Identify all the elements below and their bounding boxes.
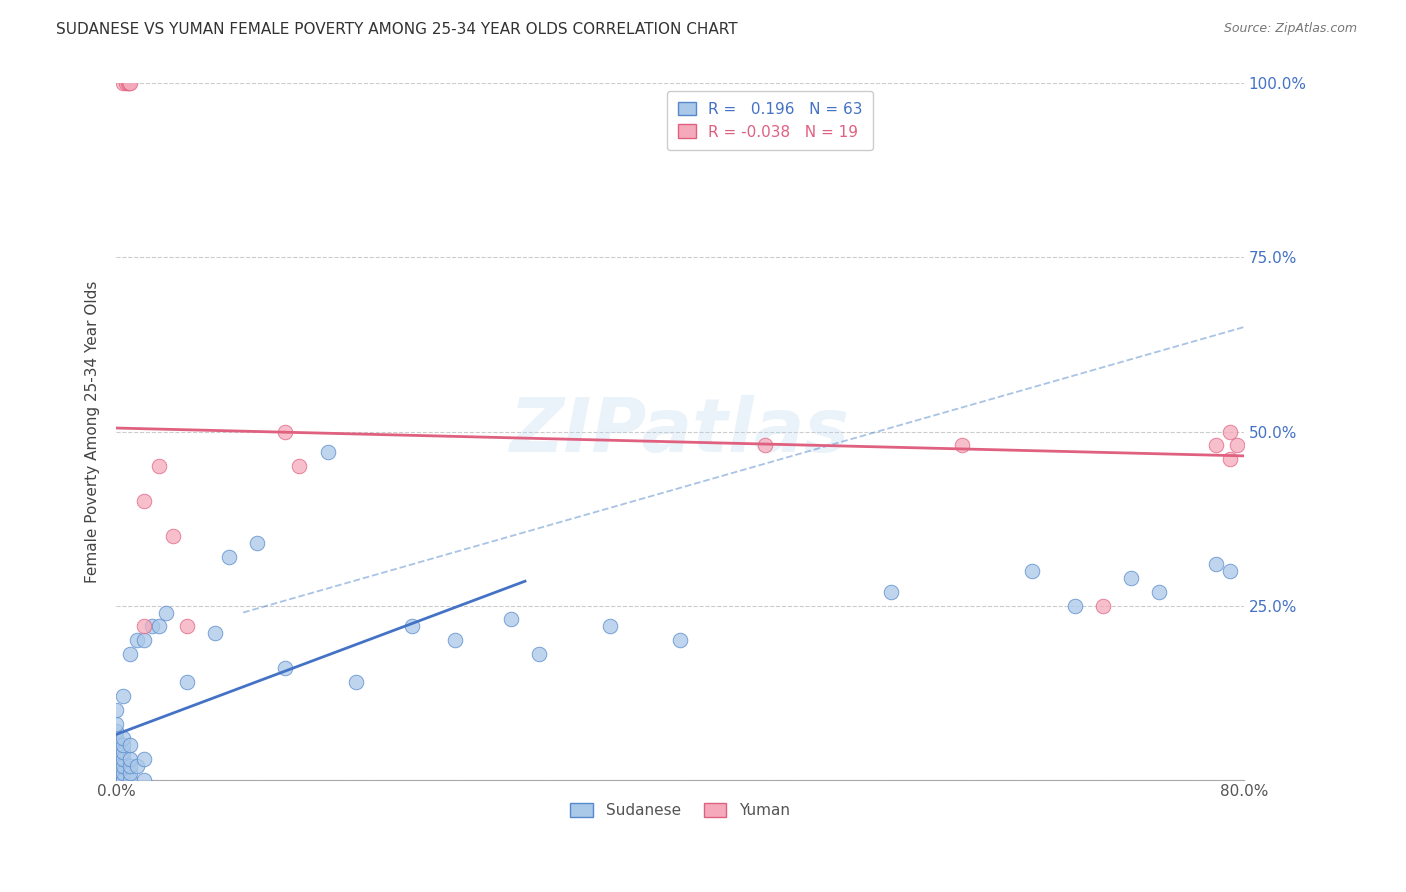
Point <box>112 758 135 772</box>
Point <box>105 745 128 759</box>
Point <box>105 758 128 772</box>
Point <box>105 772 128 787</box>
Point <box>105 772 128 787</box>
Point <box>112 689 135 703</box>
Text: ZIPatlas: ZIPatlas <box>510 395 851 468</box>
Point <box>115 77 138 91</box>
Point <box>118 77 141 91</box>
Point <box>120 77 142 91</box>
Point <box>105 752 128 766</box>
Point <box>120 752 142 766</box>
Point <box>134 619 156 633</box>
Point <box>155 606 177 620</box>
Point <box>105 723 128 738</box>
Point <box>148 619 170 633</box>
Point <box>176 619 198 633</box>
Point <box>950 438 973 452</box>
Point <box>117 77 139 91</box>
Point <box>499 612 522 626</box>
Point <box>105 772 128 787</box>
Point <box>112 738 135 752</box>
Point <box>120 758 142 772</box>
Point <box>1205 438 1227 452</box>
Point <box>105 738 128 752</box>
Point <box>443 633 465 648</box>
Point <box>105 772 128 787</box>
Point <box>527 648 550 662</box>
Point <box>120 648 142 662</box>
Point <box>112 77 135 91</box>
Point <box>127 633 149 648</box>
Point <box>120 765 142 780</box>
Legend: Sudanese, Yuman: Sudanese, Yuman <box>564 797 796 824</box>
Point <box>274 661 297 675</box>
Point <box>316 445 339 459</box>
Point <box>105 772 128 787</box>
Point <box>1147 584 1170 599</box>
Point <box>105 772 128 787</box>
Point <box>112 745 135 759</box>
Point <box>120 738 142 752</box>
Point <box>1205 557 1227 571</box>
Point <box>112 765 135 780</box>
Point <box>401 619 423 633</box>
Point <box>127 758 149 772</box>
Point <box>1219 452 1241 467</box>
Point <box>880 584 903 599</box>
Point <box>218 549 240 564</box>
Point <box>1063 599 1085 613</box>
Point <box>105 758 128 772</box>
Point <box>599 619 621 633</box>
Point <box>105 772 128 787</box>
Point <box>669 633 692 648</box>
Point <box>141 619 163 633</box>
Point <box>246 536 269 550</box>
Point <box>134 752 156 766</box>
Point <box>112 772 135 787</box>
Point <box>105 772 128 787</box>
Point <box>134 633 156 648</box>
Point <box>105 752 128 766</box>
Point <box>344 675 367 690</box>
Text: SUDANESE VS YUMAN FEMALE POVERTY AMONG 25-34 YEAR OLDS CORRELATION CHART: SUDANESE VS YUMAN FEMALE POVERTY AMONG 2… <box>56 22 738 37</box>
Point <box>274 425 297 439</box>
Point <box>105 717 128 731</box>
Point <box>1219 564 1241 578</box>
Point <box>1091 599 1114 613</box>
Point <box>162 529 184 543</box>
Text: Source: ZipAtlas.com: Source: ZipAtlas.com <box>1223 22 1357 36</box>
Point <box>1119 571 1142 585</box>
Point <box>176 675 198 690</box>
Point <box>134 772 156 787</box>
Point <box>112 731 135 745</box>
Point <box>120 772 142 787</box>
Point <box>1226 438 1249 452</box>
Point <box>288 459 311 474</box>
Point <box>134 494 156 508</box>
Point <box>1021 564 1043 578</box>
Point <box>105 772 128 787</box>
Point <box>105 703 128 717</box>
Point <box>148 459 170 474</box>
Point <box>204 626 226 640</box>
Point <box>105 772 128 787</box>
Point <box>105 731 128 745</box>
Point <box>112 772 135 787</box>
Point <box>112 752 135 766</box>
Y-axis label: Female Poverty Among 25-34 Year Olds: Female Poverty Among 25-34 Year Olds <box>86 280 100 582</box>
Point <box>754 438 776 452</box>
Point <box>1219 425 1241 439</box>
